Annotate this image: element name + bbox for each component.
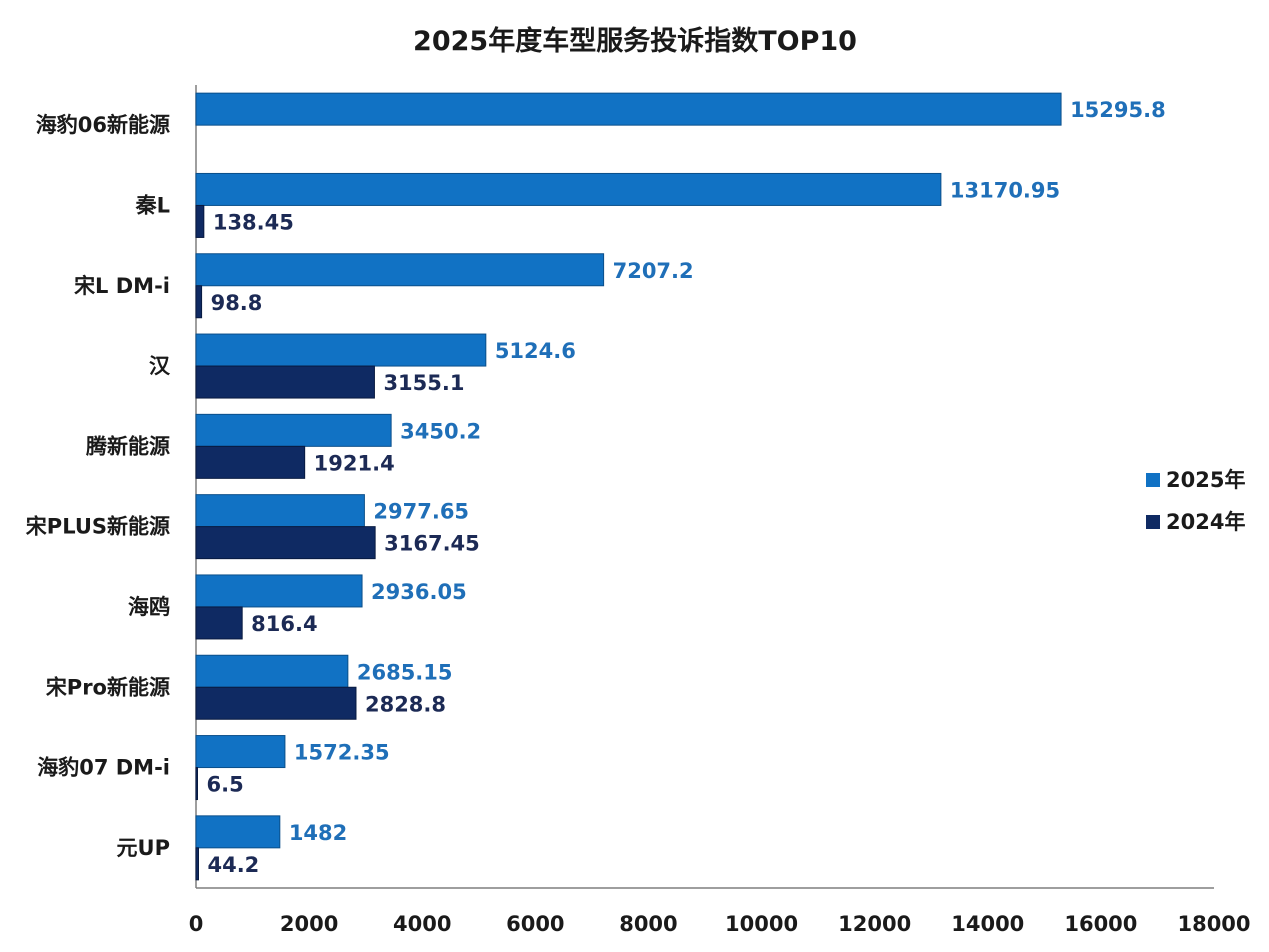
x-tick-label: 0	[189, 912, 204, 936]
data-label: 138.45	[213, 210, 294, 234]
category-label: 宋L DM-i	[74, 274, 170, 298]
data-label: 3450.2	[400, 419, 481, 443]
legend-label: 2025年	[1166, 468, 1245, 492]
bar-series-2	[195, 767, 198, 801]
x-tick-label: 16000	[1064, 912, 1137, 936]
chart-bars: 15295.8 13170.95 138.45 7207.2 98.8 5124.6 315…	[195, 92, 1166, 881]
legend-swatch	[1146, 515, 1160, 529]
bar-series-1	[195, 333, 487, 367]
category-label: 海豹07 DM-i	[37, 756, 170, 780]
bar-series-2	[195, 204, 205, 238]
category-label: 海豹06新能源	[36, 113, 170, 137]
x-tick-label: 8000	[619, 912, 677, 936]
category-label: 元UP	[117, 836, 170, 860]
data-label: 13170.95	[950, 178, 1060, 202]
data-label: 5124.6	[495, 339, 576, 363]
category-label: 腾新能源	[86, 434, 170, 458]
bar-series-2	[195, 365, 375, 399]
category-label: 宋PLUS新能源	[26, 515, 170, 539]
chart-legend: 2025年 2024年	[1146, 468, 1245, 534]
bar-series-2	[195, 285, 203, 319]
x-tick-label: 4000	[393, 912, 451, 936]
bar-series-2	[195, 686, 357, 720]
bar-series-1	[195, 494, 365, 528]
data-label: 3155.1	[383, 371, 464, 395]
bar-series-1	[195, 574, 363, 608]
data-label: 7207.2	[613, 259, 694, 283]
data-label: 44.2	[207, 853, 259, 877]
chart-axes: 0 2000 4000 6000 8000 10000 12000 14000 16000 180…	[26, 85, 1251, 936]
data-label: 98.8	[211, 291, 263, 315]
bar-series-1	[195, 815, 281, 849]
legend-label: 2024年	[1166, 510, 1245, 534]
data-label: 2936.05	[371, 580, 467, 604]
legend-swatch	[1146, 473, 1160, 487]
category-label: 宋Pro新能源	[46, 675, 170, 699]
bar-series-1	[195, 172, 942, 206]
category-label: 秦L	[135, 193, 170, 217]
data-label: 1482	[289, 821, 347, 845]
bar-series-2	[195, 445, 306, 479]
chart-title: 2025年度车型服务投诉指数TOP10	[413, 25, 857, 57]
bar-series-1	[195, 253, 605, 287]
data-label: 2828.8	[365, 692, 446, 716]
data-label: 2977.65	[373, 500, 469, 524]
bar-series-2	[195, 526, 376, 560]
x-tick-label: 10000	[725, 912, 798, 936]
data-label: 1921.4	[314, 451, 395, 475]
category-label: 汉	[149, 354, 171, 378]
x-tick-label: 2000	[280, 912, 338, 936]
bar-series-1	[195, 413, 392, 447]
data-label: 3167.45	[384, 532, 480, 556]
data-label: 1572.35	[294, 741, 390, 765]
data-label: 6.5	[207, 773, 244, 797]
x-tick-label: 6000	[506, 912, 564, 936]
bar-series-2	[195, 606, 243, 640]
data-label: 2685.15	[357, 660, 453, 684]
x-tick-label: 14000	[951, 912, 1024, 936]
x-tick-label: 18000	[1177, 912, 1250, 936]
bar-series-1	[195, 735, 286, 769]
bar-series-1	[195, 654, 349, 688]
bar-series-2	[195, 847, 199, 881]
data-label: 15295.8	[1070, 98, 1166, 122]
data-label: 816.4	[251, 612, 317, 636]
category-label: 海鸥	[128, 595, 170, 619]
x-tick-label: 12000	[838, 912, 911, 936]
bar-series-1	[195, 92, 1062, 126]
